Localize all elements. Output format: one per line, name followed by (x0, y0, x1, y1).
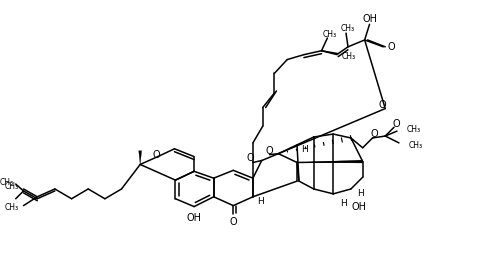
Text: O: O (266, 146, 273, 156)
Text: O: O (392, 119, 400, 129)
Text: CH₃: CH₃ (4, 203, 19, 212)
Text: CH₃: CH₃ (322, 30, 336, 39)
Text: CH₃: CH₃ (407, 125, 421, 134)
Text: H: H (302, 145, 308, 154)
Polygon shape (297, 160, 363, 163)
Polygon shape (139, 151, 142, 164)
Text: H: H (257, 197, 264, 206)
Text: O: O (371, 129, 378, 139)
Text: H: H (357, 189, 364, 198)
Text: O: O (230, 217, 237, 227)
Text: O: O (246, 153, 254, 162)
Text: O: O (152, 150, 160, 160)
Text: CH₃: CH₃ (4, 182, 19, 192)
Text: CH₃: CH₃ (0, 178, 14, 187)
Text: CH₃: CH₃ (341, 24, 355, 33)
Text: CH₃: CH₃ (342, 52, 356, 61)
Text: O: O (378, 100, 386, 110)
Text: H: H (340, 199, 347, 208)
Text: OH: OH (186, 213, 201, 223)
Text: OH: OH (362, 14, 377, 24)
Text: CH₃: CH₃ (409, 141, 423, 150)
Text: O: O (387, 42, 395, 52)
Text: OH: OH (351, 202, 366, 212)
